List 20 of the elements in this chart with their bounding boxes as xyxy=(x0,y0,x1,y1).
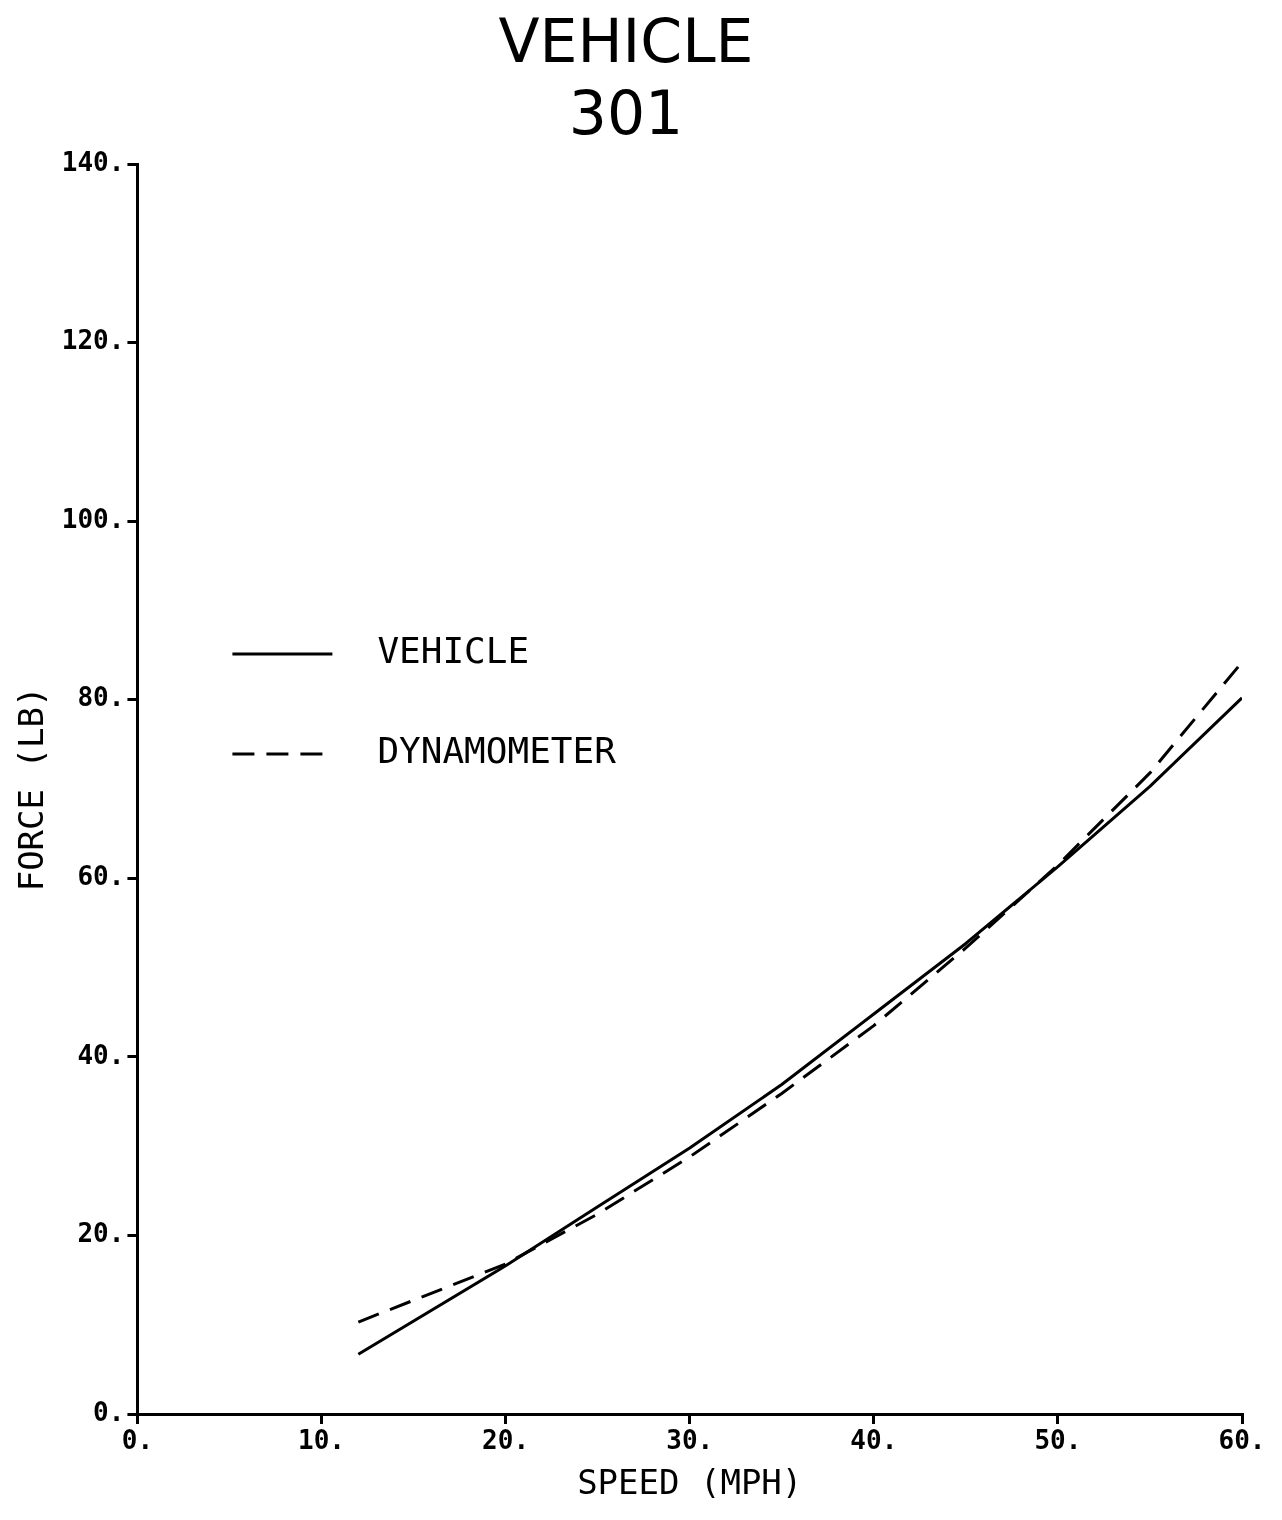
x-tick-label: 30. xyxy=(666,1425,714,1456)
x-tick-label: 40. xyxy=(850,1425,898,1456)
x-tick-label: 60. xyxy=(1218,1425,1266,1456)
x-tick-label: 50. xyxy=(1034,1425,1082,1456)
y-tick-label: 120. xyxy=(61,325,125,356)
x-tick-label: 10. xyxy=(298,1425,345,1456)
y-tick-label: 140. xyxy=(61,146,125,177)
chart-title: VEHICLE 301 xyxy=(498,5,754,148)
legend-label: DYNAMOMETER xyxy=(377,730,617,772)
legend-label: VEHICLE xyxy=(377,630,530,672)
x-tick-label: 0. xyxy=(121,1425,154,1456)
x-axis-title: SPEED (MPH) xyxy=(577,1462,803,1503)
x-tick-label: 20. xyxy=(482,1425,530,1456)
y-tick-label: 80. xyxy=(77,682,125,713)
y-tick-label: 0. xyxy=(93,1396,125,1427)
y-tick-label: 20. xyxy=(77,1218,125,1249)
y-tick-label: 60. xyxy=(77,861,125,892)
y-axis-title: FORCE (LB) xyxy=(11,686,52,892)
y-tick-label: 40. xyxy=(77,1039,125,1070)
y-tick-label: 100. xyxy=(61,503,125,534)
